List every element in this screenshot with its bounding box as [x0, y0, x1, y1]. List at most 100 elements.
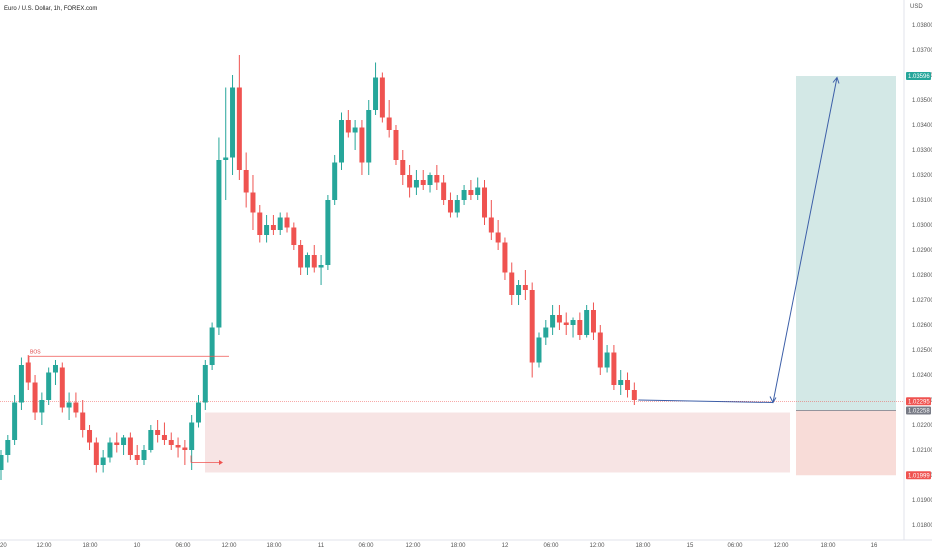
bearish-candle[interactable] [134, 455, 140, 460]
bullish-candle[interactable] [332, 162, 338, 201]
bullish-candle[interactable] [339, 120, 344, 163]
bearish-candle[interactable] [311, 255, 317, 268]
bearish-candle[interactable] [257, 212, 263, 236]
bullish-candle[interactable] [454, 200, 460, 213]
bearish-candle[interactable] [447, 200, 453, 213]
bearish-candle[interactable] [563, 322, 569, 326]
bearish-candle[interactable] [59, 367, 65, 408]
bullish-candle[interactable] [277, 217, 283, 231]
bullish-candle[interactable] [325, 200, 331, 265]
bullish-candle[interactable] [366, 110, 372, 163]
bullish-candle[interactable] [516, 285, 522, 295]
bearish-candle[interactable] [590, 310, 596, 333]
bullish-candle[interactable] [202, 365, 208, 403]
bullish-candle[interactable] [543, 327, 549, 338]
bearish-candle[interactable] [468, 190, 474, 195]
bullish-candle[interactable] [66, 402, 72, 408]
bearish-candle[interactable] [482, 187, 488, 218]
bearish-candle[interactable] [556, 315, 562, 323]
time-axis[interactable] [0, 540, 932, 550]
bearish-candle[interactable] [400, 160, 406, 175]
bearish-candle[interactable] [631, 390, 637, 400]
bullish-candle[interactable] [223, 157, 229, 161]
bearish-candle[interactable] [386, 117, 392, 131]
bearish-candle[interactable] [509, 272, 515, 296]
bearish-candle[interactable] [488, 217, 494, 233]
bullish-candle[interactable] [461, 190, 467, 200]
bullish-candle[interactable] [107, 442, 113, 458]
bearish-candle[interactable] [393, 130, 399, 160]
bearish-candle[interactable] [87, 430, 93, 443]
bullish-candle[interactable] [148, 430, 154, 450]
bearish-candle[interactable] [420, 180, 426, 185]
bullish-candle[interactable] [413, 180, 419, 188]
bullish-candle[interactable] [39, 400, 45, 413]
bearish-candle[interactable] [161, 435, 167, 440]
bearish-candle[interactable] [359, 127, 365, 163]
price-axis[interactable] [904, 0, 932, 540]
bearish-candle[interactable] [597, 332, 603, 368]
bearish-candle[interactable] [495, 232, 501, 243]
bullish-candle[interactable] [0, 455, 4, 470]
bullish-candle[interactable] [5, 440, 11, 455]
bullish-candle[interactable] [373, 77, 379, 111]
bearish-candle[interactable] [243, 170, 249, 193]
bullish-candle[interactable] [536, 337, 542, 363]
bullish-candle[interactable] [12, 402, 18, 441]
bearish-candle[interactable] [522, 285, 528, 290]
bearish-candle[interactable] [502, 242, 508, 273]
bearish-candle[interactable] [298, 245, 304, 268]
bearish-candle[interactable] [32, 382, 38, 413]
bullish-candle[interactable] [550, 315, 556, 328]
bearish-candle[interactable] [182, 447, 188, 451]
bearish-candle[interactable] [529, 290, 535, 363]
bullish-candle[interactable] [304, 255, 310, 268]
target-zone[interactable] [796, 76, 896, 411]
bullish-candle[interactable] [195, 402, 201, 423]
bullish-candle[interactable] [230, 87, 236, 158]
bearish-candle[interactable] [577, 320, 583, 335]
bearish-candle[interactable] [80, 412, 86, 431]
bearish-candle[interactable] [407, 175, 413, 188]
bearish-candle[interactable] [250, 192, 256, 213]
bullish-candle[interactable] [584, 310, 590, 335]
bearish-candle[interactable] [236, 87, 242, 171]
bullish-candle[interactable] [121, 437, 127, 446]
bullish-candle[interactable] [618, 380, 624, 385]
bearish-candle[interactable] [155, 430, 161, 435]
bearish-candle[interactable] [93, 442, 99, 466]
bullish-candle[interactable] [141, 450, 147, 460]
bearish-candle[interactable] [114, 442, 120, 446]
bullish-candle[interactable] [216, 160, 222, 328]
bullish-candle[interactable] [318, 265, 324, 268]
bearish-candle[interactable] [434, 175, 440, 183]
bearish-candle[interactable] [441, 182, 447, 201]
bearish-candle[interactable] [25, 362, 31, 383]
bearish-candle[interactable] [175, 445, 181, 448]
bullish-candle[interactable] [52, 365, 58, 373]
bearish-candle[interactable] [379, 77, 385, 118]
x-tick-label: 18:00 [450, 543, 466, 549]
bullish-candle[interactable] [189, 422, 195, 451]
bearish-candle[interactable] [127, 437, 133, 456]
bullish-candle[interactable] [427, 175, 433, 185]
bearish-candle[interactable] [625, 380, 631, 390]
bullish-candle[interactable] [475, 187, 481, 196]
bearish-candle[interactable] [345, 120, 351, 133]
bearish-candle[interactable] [284, 217, 290, 228]
stop-zone[interactable] [796, 410, 896, 476]
bearish-candle[interactable] [73, 402, 79, 413]
bullish-candle[interactable] [100, 457, 106, 466]
bearish-candle[interactable] [611, 352, 617, 386]
bearish-candle[interactable] [168, 440, 174, 445]
bullish-candle[interactable] [264, 225, 270, 235]
bullish-candle[interactable] [46, 372, 52, 401]
bullish-candle[interactable] [570, 320, 576, 325]
bullish-candle[interactable] [352, 127, 358, 133]
bullish-candle[interactable] [209, 327, 215, 366]
bearish-candle[interactable] [270, 225, 276, 230]
bullish-candle[interactable] [604, 352, 610, 368]
bearish-candle[interactable] [291, 227, 297, 246]
bullish-candle[interactable] [18, 365, 24, 403]
